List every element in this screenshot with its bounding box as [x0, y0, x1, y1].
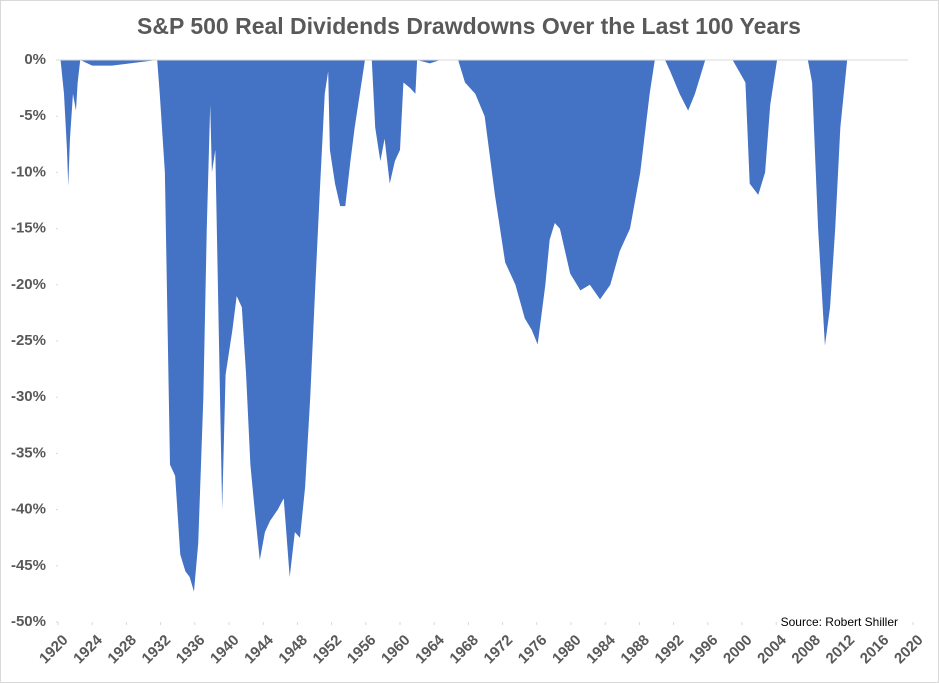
y-tick-label: -25%	[11, 332, 46, 349]
y-tick-label: -20%	[11, 276, 46, 293]
y-tick-label: -5%	[19, 107, 46, 124]
chart-title: S&P 500 Real Dividends Drawdowns Over th…	[137, 13, 801, 39]
y-tick-label: -40%	[11, 501, 46, 518]
y-tick-label: 0%	[24, 51, 46, 68]
drawdown-area	[60, 60, 908, 592]
y-tick-label: -50%	[11, 613, 46, 630]
y-tick-label: -15%	[11, 220, 46, 237]
y-tick-label: -35%	[11, 444, 46, 461]
y-tick-label: -45%	[11, 557, 46, 574]
y-tick-label: -30%	[11, 388, 46, 405]
source-note: Source: Robert Shiller	[781, 615, 898, 629]
y-tick-label: -10%	[11, 163, 46, 180]
